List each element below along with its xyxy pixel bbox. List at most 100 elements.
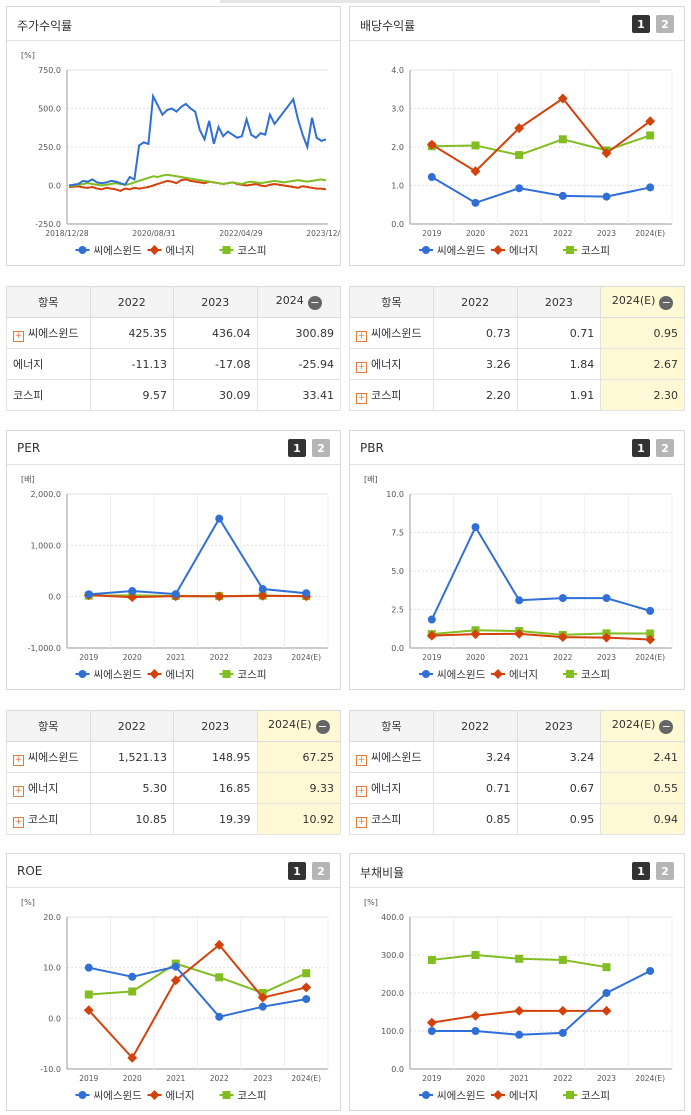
legend-item: 에너지 [147,669,194,681]
x-tick-label: 2018/12/28 [45,229,88,238]
table-header-row: 항목 2022 2023 2024(E) − [349,286,685,318]
column-header: 2024(E) − [256,710,341,742]
legend-label: 에너지 [166,1090,195,1102]
table-row: + 에너지 3.26 1.84 2.67 [349,348,685,380]
x-tick-label: 2022 [553,1074,572,1083]
data-point [84,990,93,999]
data-point [257,590,268,601]
expand-icon[interactable]: + [13,330,24,342]
legend-item: 코스피 [563,245,610,257]
stock-return-panel: 주가수익률 [%] 750.0 500.0 250.0 0.0 -250.0 2018/12… [6,6,341,266]
series-line [431,632,651,641]
expand-icon[interactable]: + [356,392,367,404]
legend-label: 씨에스윈드 [437,1089,486,1102]
table-row: + 씨에스윈드 425.35 436.04 300.89 [6,317,341,349]
x-tick-label: 2022 [553,653,572,662]
page-2-button[interactable]: 2 [656,15,674,33]
table-cell: 1,521.13 [89,741,174,773]
x-tick-label: 2021 [166,1074,185,1083]
row-label: + 씨에스윈드 [6,317,91,349]
expand-icon[interactable]: + [356,361,367,373]
data-point [127,592,138,603]
panel-header: 부채비율 1 2 [350,854,684,888]
page-2-button[interactable]: 2 [656,862,674,880]
top-strip [220,0,600,3]
debt-chart: [%]400.0 300.0 200.0 100.0 0.0 2019 2020 2021 20… [364,898,673,1102]
table-cell: 148.95 [173,741,258,773]
legend-label: 코스피 [238,245,267,257]
y-tick-label: 750.0 [38,66,61,75]
table-cell: 425.35 [89,317,174,349]
legend-label: 에너지 [509,1090,538,1102]
expand-icon[interactable]: + [356,754,367,766]
collapse-icon[interactable]: − [659,720,674,734]
data-point [171,590,180,599]
data-point [515,596,524,605]
table-cell: 0.73 [432,317,518,349]
row-label: + 코스피 [349,379,434,411]
page-2-button[interactable]: 2 [312,439,330,457]
dividend-panel: 배당수익률 1 2 4.0 3.0 2.0 1.0 0.0 2019 2020 2021 202… [349,6,685,266]
data-point [602,594,611,603]
series-line [68,173,327,188]
column-header-label: 2022 [461,719,490,733]
data-point [471,951,480,959]
data-point [515,151,524,160]
expand-icon[interactable]: + [13,816,24,828]
per-panel: PER 1 2 [배] 2,000.0 1,000.0 0.0 -1,000.0 2019… [6,430,341,690]
unit-label: [%] [21,51,35,60]
expand-icon[interactable]: + [13,785,24,797]
legend-item: 에너지 [147,1090,195,1102]
expand-icon[interactable]: + [356,330,367,342]
table-cell: 0.95 [516,803,602,835]
table-cell: 2.67 [600,348,685,380]
page-1-button[interactable]: 1 [288,862,306,880]
y-tick-label: 1.0 [391,182,404,191]
y-tick-label: 2.5 [391,606,404,615]
column-header-label: 2022 [117,295,146,309]
table-row: + 코스피 2.20 1.91 2.30 [349,379,685,411]
collapse-icon[interactable]: − [307,296,322,310]
y-tick-label: 0.0 [48,182,61,191]
collapse-icon[interactable]: − [659,296,674,310]
expand-icon[interactable]: + [356,785,367,797]
series-line [88,965,307,1018]
table-cell: -11.13 [89,348,174,380]
table-cell: -17.08 [173,348,258,380]
legend-swatch-marker [422,1091,430,1099]
page-2-button[interactable]: 2 [312,862,330,880]
table-row: + 씨에스윈드 0.73 0.71 0.95 [349,317,685,349]
column-header: 항목 [349,710,434,742]
roe-panel: ROE 1 2 [%] 20.0 10.0 0.0 -10.0 2019 2020 2021 2… [6,853,341,1111]
table-cell: 67.25 [256,741,341,773]
column-header: 2022 [432,710,518,742]
expand-icon[interactable]: + [356,816,367,828]
y-tick-label: -250.0 [35,220,61,229]
collapse-icon[interactable]: − [315,720,330,734]
legend-swatch-marker [493,245,503,255]
page-1-button[interactable]: 1 [632,439,650,457]
table-cell: 9.57 [89,379,174,411]
table-cell: 2.30 [600,379,685,411]
row-name: 에너지 [371,357,402,371]
table-cell: 19.39 [173,803,258,835]
table-header-row: 항목 2022 2023 2024(E) − [6,710,341,742]
page-1-button[interactable]: 1 [288,439,306,457]
data-point [471,141,480,150]
legend-swatch-marker [149,245,160,255]
page-2-button[interactable]: 2 [656,439,674,457]
unit-label: [%] [364,898,378,907]
y-tick-label: 250.0 [38,143,61,152]
unit-label: [배] [364,475,378,484]
table-row: + 씨에스윈드 3.24 3.24 2.41 [349,741,685,773]
page-1-button[interactable]: 1 [632,15,650,33]
expand-icon[interactable]: + [13,754,24,766]
legend-item: 에너지 [491,1090,538,1102]
series-line [68,178,327,192]
data-point [302,969,311,978]
page-1-button[interactable]: 1 [632,862,650,880]
pbr-chart: [배] 10.0 7.5 5.0 2.5 0.0 2019 2020 2021 2022 2023 2… [364,475,673,681]
table-row: + 에너지 5.30 16.85 9.33 [6,772,341,804]
debt-panel: 부채비율 1 2 [%] 400.0 300.0 200.0 100.0 0.0 2019 2… [349,853,685,1111]
series-line [431,97,651,173]
